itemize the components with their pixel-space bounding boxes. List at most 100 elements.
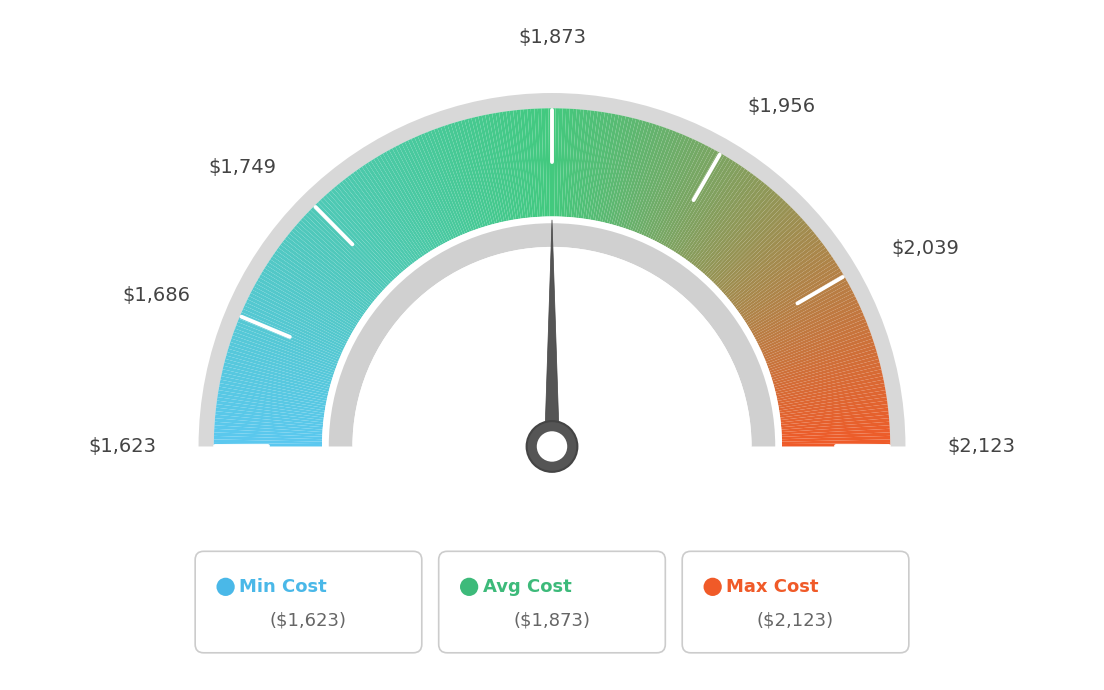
Wedge shape	[781, 404, 888, 420]
FancyBboxPatch shape	[682, 551, 909, 653]
Wedge shape	[414, 136, 460, 237]
Wedge shape	[541, 108, 548, 217]
Wedge shape	[244, 302, 343, 351]
Wedge shape	[679, 165, 742, 256]
Wedge shape	[772, 348, 877, 382]
Wedge shape	[552, 108, 555, 217]
Wedge shape	[216, 397, 325, 415]
Wedge shape	[251, 290, 348, 342]
Wedge shape	[318, 200, 394, 280]
Wedge shape	[217, 393, 325, 413]
Wedge shape	[564, 109, 573, 217]
Wedge shape	[723, 220, 806, 295]
Wedge shape	[704, 193, 778, 275]
Wedge shape	[399, 144, 449, 241]
Wedge shape	[531, 109, 540, 217]
Wedge shape	[650, 141, 699, 239]
Wedge shape	[765, 319, 867, 362]
Wedge shape	[227, 348, 332, 382]
Wedge shape	[775, 366, 881, 394]
Wedge shape	[687, 172, 754, 262]
Wedge shape	[757, 293, 854, 344]
Wedge shape	[578, 110, 594, 218]
Wedge shape	[219, 383, 326, 406]
Wedge shape	[434, 128, 474, 231]
Wedge shape	[353, 170, 418, 260]
Wedge shape	[782, 433, 890, 440]
Wedge shape	[513, 110, 528, 218]
Wedge shape	[383, 152, 439, 247]
Wedge shape	[339, 181, 410, 268]
Wedge shape	[257, 277, 353, 333]
Wedge shape	[368, 161, 428, 254]
Wedge shape	[362, 165, 425, 256]
Wedge shape	[337, 184, 407, 269]
Wedge shape	[630, 128, 670, 231]
Wedge shape	[199, 93, 905, 446]
Wedge shape	[576, 110, 591, 218]
Wedge shape	[773, 352, 878, 384]
Wedge shape	[214, 433, 322, 440]
Wedge shape	[782, 440, 890, 444]
Wedge shape	[549, 108, 552, 217]
Wedge shape	[716, 210, 796, 287]
Wedge shape	[475, 117, 502, 223]
Wedge shape	[593, 114, 615, 221]
Wedge shape	[329, 224, 775, 446]
Wedge shape	[667, 154, 724, 248]
Wedge shape	[389, 148, 444, 245]
Wedge shape	[266, 262, 359, 323]
Wedge shape	[234, 328, 337, 368]
Wedge shape	[635, 130, 677, 233]
Wedge shape	[444, 125, 481, 228]
Wedge shape	[219, 386, 326, 408]
Wedge shape	[574, 110, 587, 218]
Wedge shape	[417, 135, 463, 235]
Text: $2,123: $2,123	[947, 437, 1016, 456]
Wedge shape	[605, 117, 633, 223]
Wedge shape	[641, 135, 687, 235]
Wedge shape	[215, 408, 323, 422]
Wedge shape	[298, 220, 381, 295]
Wedge shape	[328, 190, 402, 274]
Wedge shape	[750, 275, 845, 331]
Wedge shape	[214, 436, 322, 442]
Wedge shape	[556, 108, 563, 217]
Circle shape	[703, 578, 722, 596]
Circle shape	[216, 578, 235, 596]
Wedge shape	[291, 228, 376, 300]
Wedge shape	[693, 179, 762, 266]
Wedge shape	[767, 328, 870, 368]
Wedge shape	[278, 245, 368, 311]
Wedge shape	[421, 133, 465, 235]
Wedge shape	[633, 130, 673, 232]
Wedge shape	[745, 262, 838, 323]
Wedge shape	[753, 280, 848, 335]
Wedge shape	[231, 339, 335, 375]
Wedge shape	[659, 147, 712, 244]
Wedge shape	[771, 342, 874, 377]
Wedge shape	[261, 271, 355, 329]
Wedge shape	[302, 215, 384, 290]
Wedge shape	[697, 184, 767, 269]
Wedge shape	[431, 130, 471, 232]
Wedge shape	[232, 335, 335, 373]
Wedge shape	[758, 296, 857, 346]
Wedge shape	[735, 242, 824, 309]
Wedge shape	[686, 170, 751, 260]
Wedge shape	[728, 228, 813, 300]
Wedge shape	[775, 362, 881, 392]
Wedge shape	[229, 345, 332, 380]
Text: ($1,873): ($1,873)	[513, 611, 591, 630]
Wedge shape	[395, 145, 447, 243]
Text: Min Cost: Min Cost	[240, 578, 327, 596]
Wedge shape	[782, 428, 890, 437]
Wedge shape	[216, 401, 325, 417]
Wedge shape	[734, 239, 821, 308]
Wedge shape	[510, 110, 526, 218]
Wedge shape	[628, 127, 667, 230]
Wedge shape	[657, 145, 709, 243]
Wedge shape	[754, 284, 850, 338]
Wedge shape	[224, 359, 330, 389]
Wedge shape	[769, 339, 873, 375]
